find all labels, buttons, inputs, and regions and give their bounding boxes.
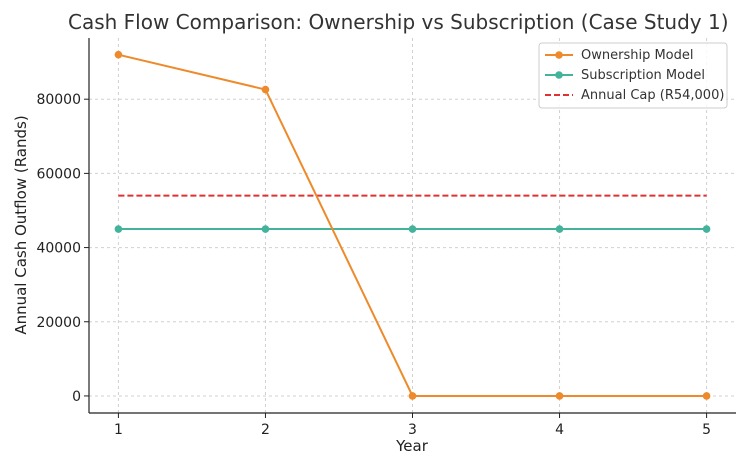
data-point-subscription-model bbox=[555, 225, 564, 233]
x-tick-label: 4 bbox=[555, 422, 564, 438]
series-subscription-model bbox=[114, 225, 711, 233]
legend-marker-ownership bbox=[555, 51, 563, 59]
series bbox=[114, 50, 711, 400]
x-tick-label: 1 bbox=[114, 422, 123, 438]
y-tick-label: 40000 bbox=[36, 241, 81, 257]
x-tick-label: 3 bbox=[408, 422, 417, 438]
legend-item-ownership: Ownership Model bbox=[545, 48, 694, 63]
tick-labels: 1 2 3 4 5 0 20000 40000 60000 80000 bbox=[36, 92, 711, 438]
y-tick-label: 80000 bbox=[36, 92, 81, 108]
legend-box bbox=[538, 42, 728, 109]
data-point-ownership-model bbox=[555, 392, 564, 400]
x-tick-label: 5 bbox=[702, 422, 711, 438]
legend: Ownership Model Subscription Model Annua… bbox=[538, 42, 728, 109]
legend-item-subscription: Subscription Model bbox=[545, 68, 705, 83]
legend-label-ownership: Ownership Model bbox=[581, 48, 694, 63]
y-tick-label: 0 bbox=[72, 389, 81, 405]
data-point-ownership-model bbox=[702, 392, 711, 400]
legend-item-annual-cap: Annual Cap (R54,000) bbox=[545, 88, 724, 103]
data-point-subscription-model bbox=[702, 225, 711, 233]
legend-marker-subscription bbox=[555, 71, 563, 79]
legend-label-annual-cap: Annual Cap (R54,000) bbox=[581, 88, 724, 103]
y-tick-label: 20000 bbox=[36, 315, 81, 331]
data-point-subscription-model bbox=[408, 225, 417, 233]
series-ownership-model bbox=[114, 50, 711, 400]
data-point-ownership-model bbox=[408, 392, 417, 400]
legend-label-subscription: Subscription Model bbox=[581, 68, 705, 83]
x-axis-label: Year bbox=[395, 437, 429, 455]
data-point-subscription-model bbox=[261, 225, 270, 233]
y-axis-label: Annual Cash Outflow (Rands) bbox=[12, 115, 30, 334]
x-tick-label: 2 bbox=[261, 422, 270, 438]
data-point-ownership-model bbox=[114, 50, 123, 59]
chart-title: Cash Flow Comparison: Ownership vs Subsc… bbox=[68, 10, 729, 34]
data-point-subscription-model bbox=[114, 225, 123, 233]
y-tick-label: 60000 bbox=[36, 166, 81, 182]
data-point-ownership-model bbox=[261, 85, 270, 94]
